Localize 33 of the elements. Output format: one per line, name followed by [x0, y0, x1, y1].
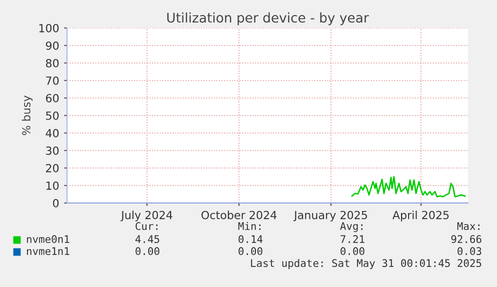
- y-tick-label: 80: [46, 58, 59, 68]
- chart-title: Utilization per device - by year: [167, 12, 369, 26]
- y-tick-label: 40: [46, 128, 59, 138]
- y-tick-label: 90: [46, 41, 59, 50]
- text: Avg:: [340, 222, 362, 232]
- text: 7.21: [340, 235, 364, 243]
- text: Max:: [457, 222, 480, 230]
- text: 0.14: [238, 235, 263, 244]
- y-tick-label: 50: [46, 111, 59, 120]
- y-tick-label: 70: [46, 76, 59, 85]
- x-tick-label: April 2025: [392, 210, 449, 222]
- y-tick-label: 60: [46, 94, 59, 102]
- text: 0.03: [458, 247, 482, 256]
- line-series: [351, 176, 466, 198]
- y-axis-title: % busy: [22, 96, 33, 136]
- text: Min:: [238, 222, 260, 230]
- y-tick-label: 10: [46, 181, 59, 190]
- y-tick-label: 30: [46, 146, 59, 155]
- text: 92.66: [451, 235, 482, 244]
- y-tick-label: 0: [53, 198, 59, 208]
- x-tick-label: January 2025: [293, 210, 367, 222]
- y-tick-label: 20: [46, 164, 59, 172]
- text: 0.00: [340, 247, 364, 256]
- text: Cur:: [136, 222, 158, 230]
- text: 4.45: [135, 235, 160, 244]
- x-tick-label: July 2024: [120, 210, 172, 222]
- legend-label: nvme1n1: [26, 247, 70, 256]
- text: Last update: Sat May 31 00:01:45 2025: [251, 258, 482, 270]
- y-tick-label: 100: [39, 24, 59, 32]
- x-tick-label: October 2024: [201, 210, 277, 220]
- text: 0.00: [136, 247, 160, 256]
- legend-label: nvme0n1: [26, 235, 70, 244]
- text: 0.00: [238, 247, 262, 256]
